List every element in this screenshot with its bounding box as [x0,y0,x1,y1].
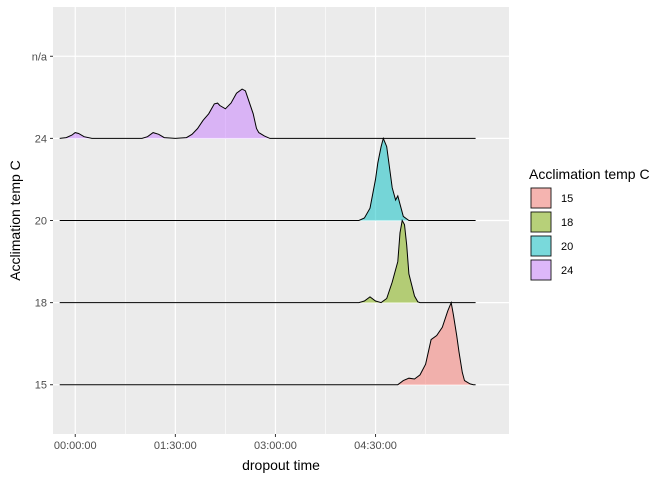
legend-key-24 [530,259,552,281]
y-axis: 15 18 20 24 n/a [32,51,53,392]
y-tick-label: 18 [35,298,47,310]
legend: Acclimation temp C 15 18 20 24 [529,166,650,281]
ridges [59,88,476,386]
ridge-outline-24 [59,88,476,139]
x-axis-title: dropout time [242,457,320,473]
legend-label-20: 20 [561,241,573,253]
x-tick-label: 03:00:00 [254,440,297,452]
legend-key-18 [530,211,552,233]
y-tick-label: 24 [35,133,47,145]
legend-label-24: 24 [561,265,573,277]
y-axis-title: Acclimation temp C [7,160,23,281]
ridge-outline-20 [59,136,476,221]
y-tick-label: 20 [35,216,47,228]
ridge-outline-18 [59,219,476,304]
x-tick-label: 00:00:00 [54,440,97,452]
legend-key-20 [530,235,552,257]
y-tick-label: n/a [32,51,48,63]
x-axis: 00:00:00 01:30:00 03:00:00 04:30:00 [54,434,397,452]
ridge-outline-15 [59,300,476,386]
x-tick-label: 04:30:00 [354,440,397,452]
y-tick-label: 15 [35,380,47,392]
legend-label-18: 18 [561,217,573,229]
legend-title: Acclimation temp C [529,166,650,182]
x-tick-label: 01:30:00 [154,440,197,452]
legend-key-15 [530,187,552,209]
legend-label-15: 15 [561,193,573,205]
ridge-fill-15 [59,302,476,385]
